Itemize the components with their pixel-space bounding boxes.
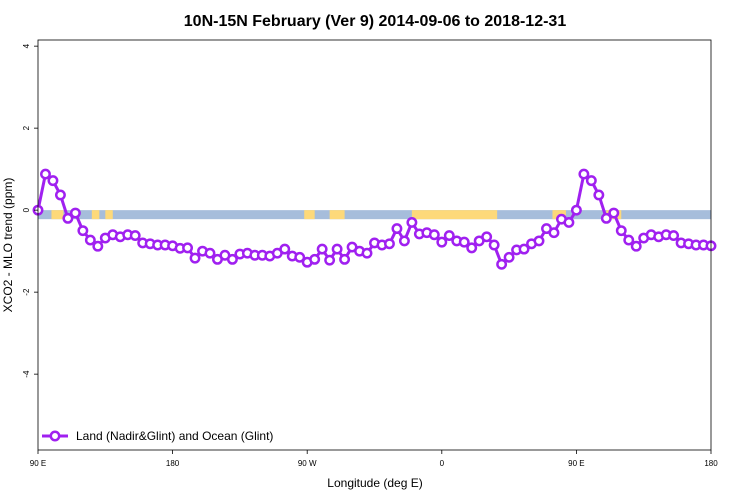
data-point: [570, 204, 582, 216]
y-axis: -4 -2 0 2 4: [22, 43, 38, 378]
data-point: [339, 253, 351, 265]
data-point: [406, 217, 418, 228]
data-point: [77, 225, 89, 237]
data-point: [182, 242, 194, 254]
x-tick-label: 0: [440, 459, 445, 468]
y-axis-label: XCO2 - MLO trend (ppm): [1, 178, 15, 313]
y-tick-label: -2: [22, 288, 31, 296]
data-point: [204, 247, 216, 259]
land-band-segment: [411, 210, 498, 220]
ocean-band: [38, 210, 711, 220]
x-tick-label: 90 W: [298, 459, 317, 468]
data-point: [40, 168, 51, 180]
data-point: [563, 217, 575, 228]
land-band-segment: [51, 210, 64, 220]
data-point: [294, 251, 306, 263]
data-point: [84, 234, 96, 246]
x-tick-label: 180: [166, 459, 180, 468]
data-point: [361, 247, 373, 259]
data-point: [458, 236, 470, 248]
data-point: [309, 253, 321, 265]
data-point: [324, 254, 336, 266]
x-axis: 90 E 180 90 W 0 90 E 180: [30, 450, 718, 468]
data-point: [316, 243, 328, 255]
land-band-segment: [304, 210, 315, 220]
y-tick-label: 4: [22, 43, 31, 48]
legend: Land (Nadir&Glint) and Ocean (Glint): [42, 429, 273, 443]
plot-frame: [37, 39, 712, 451]
data-point: [533, 235, 545, 247]
x-tick-label: 90 E: [568, 459, 584, 468]
data-point: [398, 235, 410, 247]
data-point: [62, 212, 74, 224]
series-layer: [32, 168, 717, 270]
legend-entry-label: Land (Nadir&Glint) and Ocean (Glint): [76, 429, 273, 443]
chart-title: 10N-15N February (Ver 9) 2014-09-06 to 2…: [184, 13, 567, 30]
data-point: [630, 240, 642, 252]
data-point: [518, 243, 530, 255]
data-point: [92, 240, 104, 252]
land-band-segment: [91, 210, 100, 220]
land-band-segment: [329, 210, 345, 220]
legend-marker-swatch: [49, 430, 61, 442]
data-point: [668, 230, 680, 242]
data-point: [578, 168, 590, 180]
y-tick-label: 2: [22, 125, 31, 130]
x-tick-label: 90 E: [30, 459, 46, 468]
x-tick-label: 180: [704, 459, 718, 468]
land-band-segment: [105, 210, 113, 220]
data-point: [585, 175, 597, 187]
data-point: [443, 230, 455, 242]
data-point: [600, 212, 612, 224]
data-point: [331, 243, 343, 255]
data-point: [496, 258, 508, 270]
data-point: [279, 243, 291, 255]
data-point: [47, 175, 59, 187]
data-point: [384, 238, 395, 250]
y-tick-label: -4: [22, 370, 31, 378]
data-point: [428, 229, 440, 241]
data-point: [608, 207, 620, 219]
data-point: [593, 189, 605, 201]
data-point: [488, 239, 500, 251]
data-point: [615, 225, 627, 237]
data-point: [503, 251, 515, 263]
data-point: [548, 227, 560, 239]
data-point: [466, 242, 478, 254]
data-point: [69, 207, 81, 219]
data-point: [391, 223, 403, 235]
data-point: [481, 231, 493, 243]
data-point: [54, 189, 66, 201]
data-point: [436, 236, 448, 248]
data-point: [623, 234, 635, 246]
y-tick-label: 0: [22, 207, 31, 212]
data-point: [226, 253, 238, 265]
data-point: [189, 252, 201, 264]
data-point: [129, 230, 141, 242]
x-axis-label: Longitude (deg E): [327, 476, 422, 490]
